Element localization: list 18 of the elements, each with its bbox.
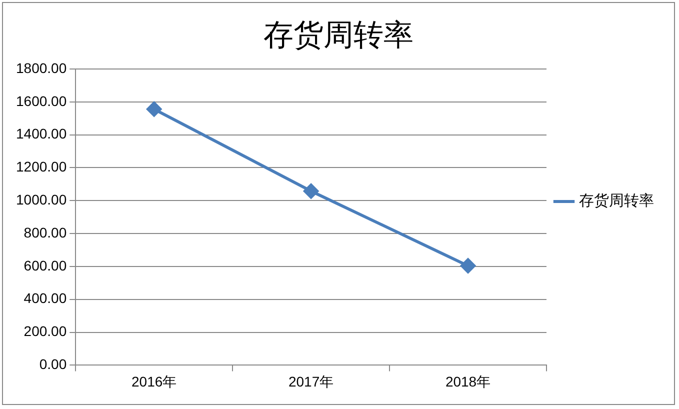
y-tick-label: 1200.00 bbox=[16, 158, 67, 175]
x-tick-label: 2016年 bbox=[132, 373, 177, 390]
y-tick-label: 200.00 bbox=[24, 323, 67, 340]
x-tick-label: 2018年 bbox=[445, 373, 491, 390]
y-tick-label: 1400.00 bbox=[16, 126, 67, 142]
point bbox=[460, 258, 476, 274]
legend-label: 存货周转率 bbox=[579, 191, 654, 210]
y-tick-label: 0.00 bbox=[39, 356, 67, 372]
y-tick-label: 800.00 bbox=[24, 224, 67, 240]
chart-title: 存货周转率 bbox=[264, 18, 414, 53]
y-tick-label: 1800.00 bbox=[16, 60, 67, 76]
point bbox=[304, 184, 319, 199]
y-tick-label: 1000.00 bbox=[16, 192, 67, 208]
y-tick-label: 600.00 bbox=[24, 257, 67, 274]
y-tick-label: 1600.00 bbox=[16, 92, 67, 109]
point bbox=[146, 102, 162, 117]
x-tick-label: 2017年 bbox=[288, 373, 334, 390]
y-tick-label: 400.00 bbox=[24, 290, 67, 306]
